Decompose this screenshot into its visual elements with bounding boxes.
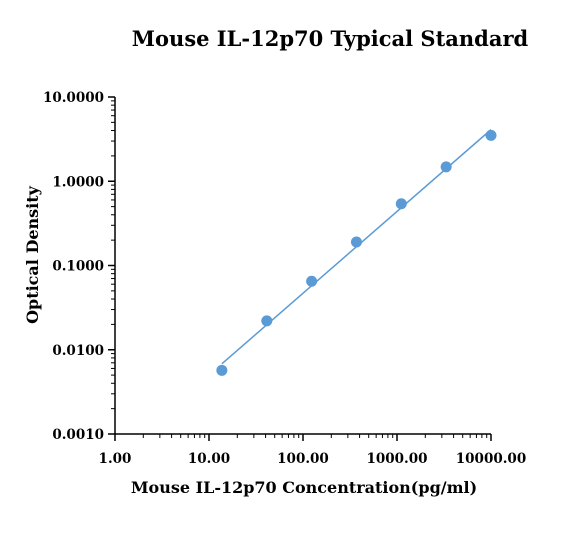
data-point	[306, 275, 318, 287]
x-tick-label: 10000.00	[456, 451, 526, 467]
data-points	[216, 129, 497, 376]
axes	[114, 97, 491, 435]
y-tick-label: 0.0100	[52, 343, 104, 359]
y-tick-label: 0.0010	[52, 427, 104, 443]
data-point	[216, 364, 228, 376]
y-tick-label: 0.1000	[52, 259, 104, 275]
x-tick-label: 10.00	[188, 451, 230, 467]
ticks	[108, 96, 492, 441]
x-tick-label: 1.00	[99, 451, 132, 467]
data-point	[261, 315, 273, 327]
x-tick-label: 1000.00	[366, 451, 427, 467]
x-axis-title: Mouse IL-12p70 Concentration(pg/ml)	[131, 478, 477, 497]
data-point	[440, 161, 452, 173]
y-tick-label: 10.0000	[43, 90, 104, 106]
y-tick-label: 1.0000	[52, 174, 104, 190]
data-point	[395, 198, 407, 210]
chart-title: Mouse IL-12p70 Typical Standard	[132, 26, 529, 51]
x-tick-label: 100.00	[277, 451, 329, 467]
data-point	[485, 129, 497, 141]
y-axis-title: Optical Density	[23, 185, 42, 324]
tick-labels: 1.00 10.00 100.00 1000.00 10000.00 0.0010 0.01…	[43, 90, 526, 467]
data-point	[350, 236, 362, 248]
